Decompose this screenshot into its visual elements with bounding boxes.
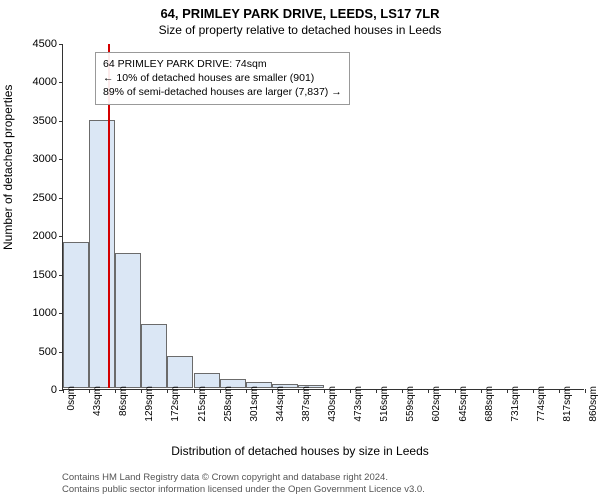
x-tick-label: 602sqm [431, 386, 442, 422]
x-tick-label: 688sqm [484, 386, 495, 422]
footer-line1: Contains HM Land Registry data © Crown c… [62, 472, 425, 484]
x-tick-mark [141, 389, 142, 393]
x-tick-mark [298, 389, 299, 393]
x-tick-mark [272, 389, 273, 393]
y-tick-mark [59, 82, 63, 83]
x-tick-mark [533, 389, 534, 393]
x-tick-label: 430sqm [327, 386, 338, 422]
x-tick-label: 86sqm [118, 386, 129, 416]
histogram-bar [141, 324, 167, 388]
y-tick-label: 3000 [23, 153, 57, 165]
x-tick-mark [585, 389, 586, 393]
x-tick-label: 129sqm [144, 386, 155, 422]
x-tick-mark [246, 389, 247, 393]
x-tick-label: 301sqm [249, 386, 260, 422]
x-tick-label: 258sqm [223, 386, 234, 422]
info-line2: ← 10% of detached houses are smaller (90… [103, 71, 342, 85]
x-tick-label: 172sqm [170, 386, 181, 422]
x-tick-mark [402, 389, 403, 393]
y-tick-label: 3500 [23, 115, 57, 127]
y-tick-mark [59, 159, 63, 160]
y-tick-label: 2000 [23, 230, 57, 242]
x-tick-mark [167, 389, 168, 393]
x-tick-label: 645sqm [458, 386, 469, 422]
y-tick-label: 4500 [23, 38, 57, 50]
x-tick-label: 344sqm [275, 386, 286, 422]
x-tick-mark [481, 389, 482, 393]
x-tick-mark [350, 389, 351, 393]
x-tick-mark [220, 389, 221, 393]
x-tick-label: 43sqm [92, 386, 103, 416]
x-tick-mark [455, 389, 456, 393]
y-tick-mark [59, 236, 63, 237]
chart-container: 64, PRIMLEY PARK DRIVE, LEEDS, LS17 7LR … [0, 0, 600, 500]
chart-area: 0500100015002000250030003500400045000sqm… [62, 44, 584, 390]
x-tick-mark [376, 389, 377, 393]
info-box: 64 PRIMLEY PARK DRIVE: 74sqm← 10% of det… [95, 52, 350, 105]
x-tick-label: 215sqm [197, 386, 208, 422]
x-tick-label: 0sqm [66, 386, 77, 410]
x-tick-mark [89, 389, 90, 393]
x-tick-mark [559, 389, 560, 393]
x-tick-label: 387sqm [301, 386, 312, 422]
x-axis-label: Distribution of detached houses by size … [0, 444, 600, 458]
y-tick-label: 0 [23, 384, 57, 396]
y-tick-label: 500 [23, 346, 57, 358]
info-line3: 89% of semi-detached houses are larger (… [103, 85, 342, 99]
x-tick-label: 774sqm [536, 386, 547, 422]
chart-subtitle: Size of property relative to detached ho… [0, 23, 600, 37]
histogram-bar [63, 242, 89, 388]
y-tick-label: 1500 [23, 269, 57, 281]
info-line1: 64 PRIMLEY PARK DRIVE: 74sqm [103, 57, 342, 71]
footer-text: Contains HM Land Registry data © Crown c… [62, 472, 425, 496]
y-tick-mark [59, 44, 63, 45]
y-axis-label: Number of detached properties [1, 85, 15, 250]
x-tick-mark [115, 389, 116, 393]
x-tick-label: 473sqm [353, 386, 364, 422]
x-tick-mark [63, 389, 64, 393]
y-tick-label: 2500 [23, 192, 57, 204]
plot-area: 0500100015002000250030003500400045000sqm… [62, 44, 584, 390]
x-tick-mark [507, 389, 508, 393]
x-tick-label: 516sqm [379, 386, 390, 422]
footer-line2: Contains public sector information licen… [62, 484, 425, 496]
x-tick-label: 559sqm [405, 386, 416, 422]
x-tick-mark [324, 389, 325, 393]
x-tick-label: 817sqm [562, 386, 573, 422]
histogram-bar [115, 253, 141, 388]
x-tick-label: 860sqm [588, 386, 599, 422]
x-tick-label: 731sqm [510, 386, 521, 422]
y-tick-label: 1000 [23, 307, 57, 319]
histogram-bar [89, 120, 115, 388]
y-tick-mark [59, 121, 63, 122]
histogram-bar [167, 356, 193, 388]
y-tick-label: 4000 [23, 76, 57, 88]
chart-title: 64, PRIMLEY PARK DRIVE, LEEDS, LS17 7LR [0, 6, 600, 21]
x-tick-mark [428, 389, 429, 393]
y-tick-mark [59, 198, 63, 199]
x-tick-mark [194, 389, 195, 393]
